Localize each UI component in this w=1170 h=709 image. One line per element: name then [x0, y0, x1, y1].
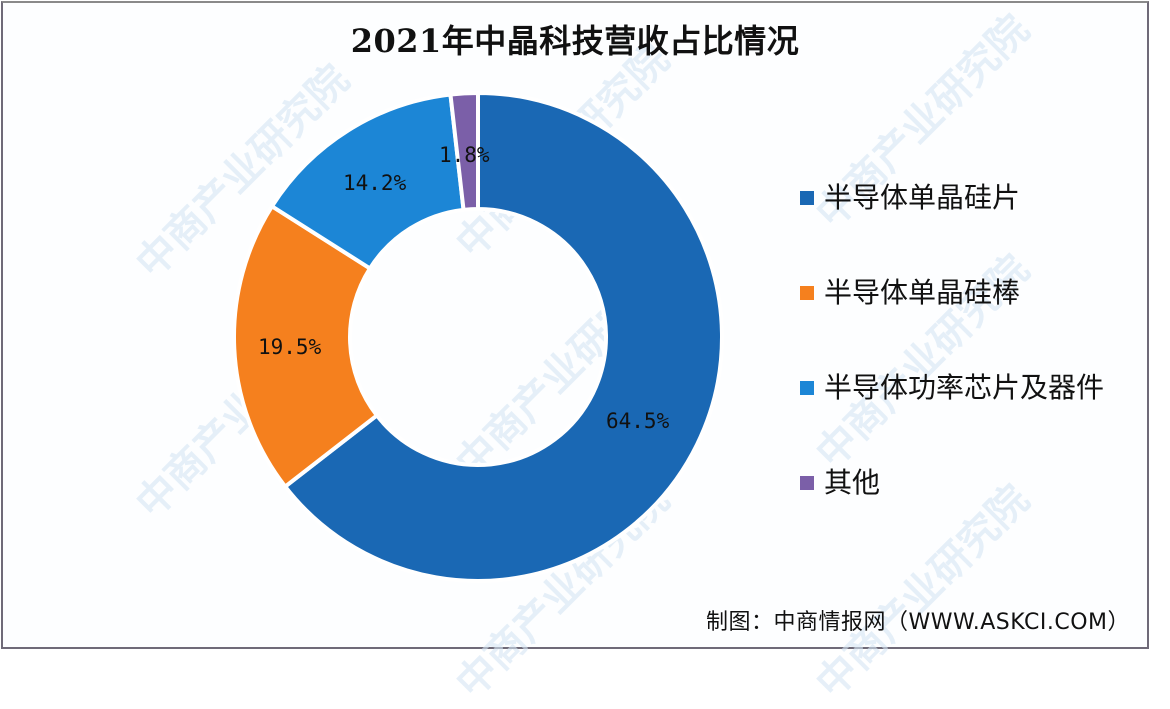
legend-item-power-chip: 半导体功率芯片及器件 [800, 368, 1104, 463]
chart-title: 2021年中晶科技营收占比情况 [350, 22, 800, 60]
data-label-power-chip: 14.2% [343, 171, 407, 195]
donut-slice [232, 203, 380, 490]
source-note: 制图：中商情报网（WWW.ASKCI.COM） [706, 610, 1130, 635]
legend-item-other: 其他 [800, 463, 1104, 558]
legend-swatch [800, 191, 814, 205]
legend-label: 半导体单晶硅棒 [824, 276, 1021, 309]
legend-swatch [800, 381, 814, 395]
legend: 半导体单晶硅片 半导体单晶硅棒 半导体功率芯片及器件 其他 [800, 178, 1104, 558]
legend-item-wafer: 半导体单晶硅片 [800, 178, 1104, 273]
donut-slices [232, 90, 724, 583]
donut-slice [448, 90, 480, 213]
data-label-wafer: 64.5% [606, 409, 670, 433]
legend-label: 半导体功率芯片及器件 [824, 371, 1105, 404]
donut-chart: 64.5% 19.5% 14.2% 1.8% [232, 90, 724, 583]
data-label-ingot: 19.5% [258, 335, 322, 359]
donut-slice [282, 90, 724, 583]
legend-item-ingot: 半导体单晶硅棒 [800, 273, 1104, 368]
legend-label: 其他 [824, 466, 881, 499]
legend-label: 半导体单晶硅片 [824, 181, 1021, 214]
legend-swatch [800, 286, 814, 300]
data-label-other: 1.8% [439, 143, 490, 167]
legend-swatch [800, 476, 814, 490]
